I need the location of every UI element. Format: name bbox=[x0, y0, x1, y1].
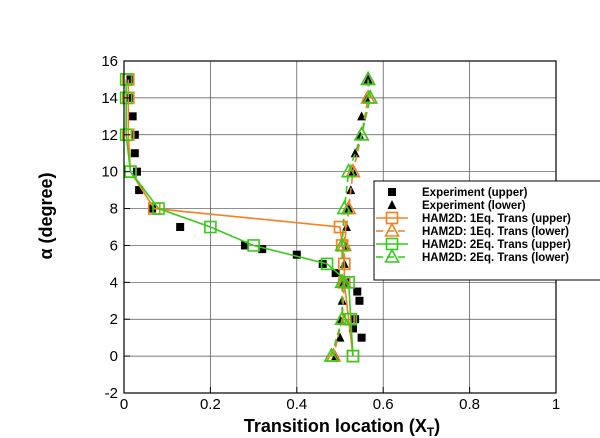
data-point bbox=[126, 93, 135, 102]
data-point bbox=[318, 259, 327, 268]
legend: Experiment (upper)Experiment (lower)HAM2… bbox=[373, 180, 600, 281]
data-point bbox=[340, 162, 357, 178]
legend-label: HAM2D: 1Eq. Trans (lower) bbox=[422, 226, 569, 238]
x-tick-label: 0.6 bbox=[373, 396, 394, 413]
plot-series bbox=[119, 70, 379, 363]
legend-label: HAM2D: 1Eq. Trans (upper) bbox=[422, 213, 571, 225]
series-line bbox=[125, 79, 354, 357]
data-point bbox=[130, 130, 139, 139]
y-tick-label: 2 bbox=[110, 311, 118, 328]
data-point bbox=[355, 296, 364, 305]
data-point bbox=[357, 333, 366, 342]
x-tick-label: 0.4 bbox=[286, 396, 307, 413]
y-tick-label: 4 bbox=[110, 274, 118, 291]
data-point bbox=[119, 128, 133, 142]
data-point bbox=[363, 74, 373, 84]
y-tick-label: 0 bbox=[110, 348, 118, 365]
data-point bbox=[320, 257, 334, 271]
y-tick-label: 8 bbox=[110, 201, 118, 218]
x-tick-label: 0 bbox=[120, 396, 128, 413]
legend-label: Experiment (upper) bbox=[422, 187, 528, 199]
data-point bbox=[350, 148, 360, 158]
data-point bbox=[119, 91, 133, 105]
data-point bbox=[334, 273, 351, 289]
x-tick-label: 0.8 bbox=[459, 396, 480, 413]
legend-label: HAM2D: 2Eq. Trans (lower) bbox=[422, 252, 569, 264]
data-point bbox=[204, 220, 217, 234]
data-point bbox=[335, 332, 345, 342]
y-axis-ticks: -2 0 2 4 6 8 10 12 14 16 bbox=[101, 53, 130, 402]
data-point bbox=[348, 324, 357, 333]
data-point bbox=[353, 287, 362, 296]
legend-item: HAM2D: 2Eq. Trans (upper) bbox=[376, 237, 571, 251]
y-tick-label: 16 bbox=[101, 53, 118, 70]
legend-item: HAM2D: 1Eq. Trans (lower) bbox=[376, 222, 569, 238]
data-point bbox=[334, 236, 351, 252]
legend-item: Experiment (lower) bbox=[387, 200, 526, 212]
data-point bbox=[258, 245, 267, 254]
series-line bbox=[127, 79, 354, 357]
series-3 bbox=[122, 73, 360, 363]
data-point bbox=[135, 186, 144, 195]
data-point bbox=[362, 89, 379, 104]
y-tick-label: 12 bbox=[101, 127, 118, 144]
legend-marker bbox=[384, 248, 400, 263]
data-point bbox=[247, 239, 260, 252]
y-tick-label: 6 bbox=[110, 237, 118, 254]
data-point bbox=[292, 250, 301, 259]
data-point bbox=[334, 310, 351, 326]
x-axis-ticks: 0 0.2 0.4 0.6 0.8 1 bbox=[120, 387, 560, 413]
legend-marker bbox=[387, 200, 397, 209]
series-5 bbox=[119, 73, 360, 363]
data-point bbox=[148, 204, 157, 213]
data-point bbox=[346, 349, 360, 363]
legend-box bbox=[373, 180, 600, 281]
x-axis-title: Transition location (XT) bbox=[244, 416, 440, 438]
series-line bbox=[330, 79, 372, 357]
data-point bbox=[130, 149, 139, 158]
legend-item: Experiment (upper) bbox=[388, 187, 528, 199]
y-tick-label: 10 bbox=[101, 164, 118, 181]
legend-item: HAM2D: 2Eq. Trans (lower) bbox=[376, 248, 569, 264]
y-tick-label: -2 bbox=[105, 385, 118, 402]
series-6 bbox=[323, 70, 379, 362]
data-point bbox=[176, 223, 185, 231]
data-point bbox=[323, 347, 340, 362]
series-1 bbox=[126, 75, 366, 342]
data-point bbox=[126, 75, 135, 84]
data-point bbox=[119, 73, 133, 86]
legend-label: HAM2D: 2Eq. Trans (upper) bbox=[422, 239, 571, 251]
data-point bbox=[331, 269, 340, 278]
data-point bbox=[132, 167, 141, 176]
data-point bbox=[353, 126, 370, 141]
x-tick-label: 1 bbox=[552, 396, 560, 413]
y-axis-title: α (degree) bbox=[36, 172, 56, 259]
data-point bbox=[128, 112, 137, 121]
data-point bbox=[360, 70, 376, 86]
data-point bbox=[351, 315, 360, 324]
legend-marker bbox=[384, 222, 400, 237]
data-point bbox=[333, 220, 347, 234]
data-point bbox=[240, 241, 249, 250]
legend-marker bbox=[388, 188, 396, 196]
data-point bbox=[152, 202, 165, 215]
data-point bbox=[336, 199, 353, 215]
y-tick-label: 14 bbox=[101, 90, 118, 107]
x-tick-label: 0.2 bbox=[200, 396, 221, 413]
legend-label: Experiment (lower) bbox=[422, 200, 526, 212]
